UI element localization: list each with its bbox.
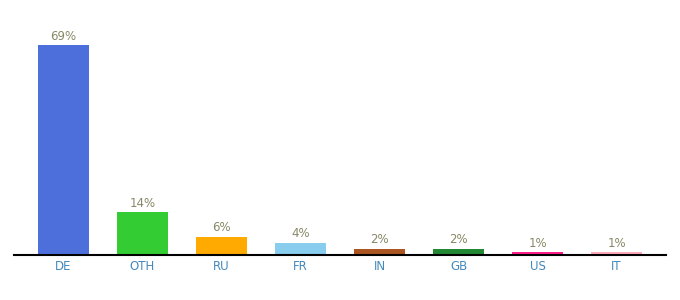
Text: 4%: 4% bbox=[291, 227, 310, 240]
Text: 69%: 69% bbox=[50, 30, 77, 43]
Text: 14%: 14% bbox=[129, 197, 156, 210]
Bar bbox=[354, 249, 405, 255]
Text: 1%: 1% bbox=[607, 236, 626, 250]
Text: 1%: 1% bbox=[528, 236, 547, 250]
Bar bbox=[38, 45, 89, 255]
Bar bbox=[275, 243, 326, 255]
Text: 6%: 6% bbox=[212, 221, 231, 234]
Bar bbox=[196, 237, 247, 255]
Text: 2%: 2% bbox=[449, 233, 468, 247]
Bar bbox=[117, 212, 168, 255]
Bar bbox=[512, 252, 563, 255]
Text: 2%: 2% bbox=[370, 233, 389, 247]
Bar bbox=[591, 252, 642, 255]
Bar bbox=[433, 249, 484, 255]
